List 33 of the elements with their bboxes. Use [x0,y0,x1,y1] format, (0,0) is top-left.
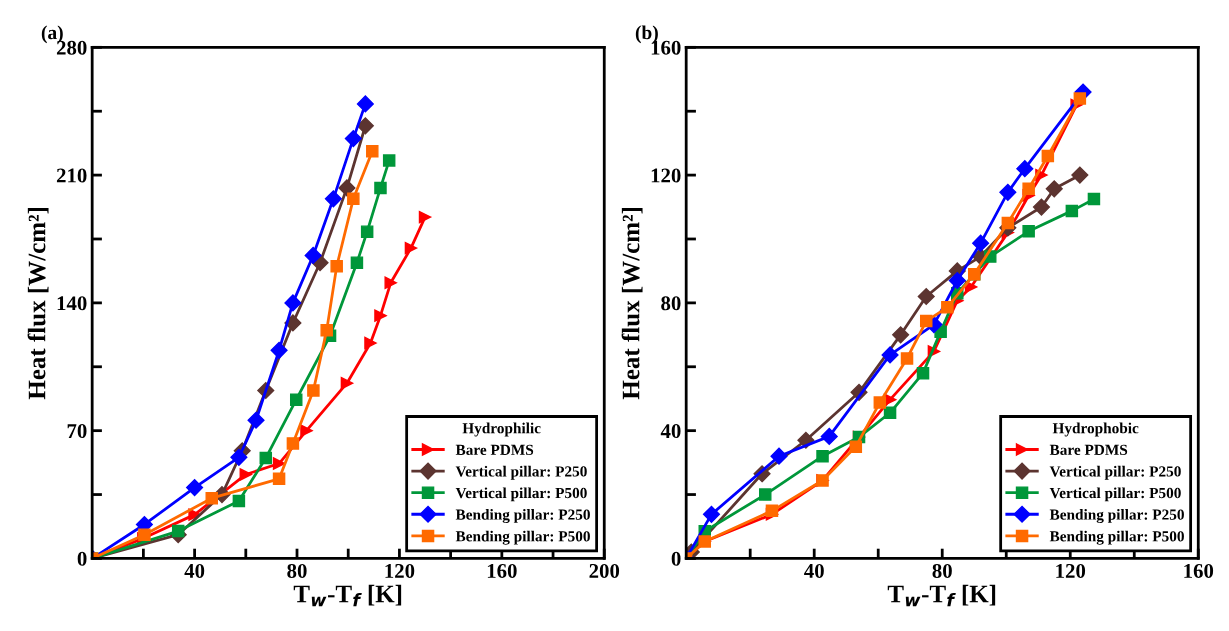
legend-label: Bare PDMS [455,444,534,455]
x-tick-label: 120 [385,563,415,578]
x-axis-title: T$_{w}$-T$_{f}$ [K] [887,584,996,607]
y-tick-label: 80 [661,296,681,311]
legend-label: Bending pillar: P250 [1049,509,1184,523]
y-tick-label: 140 [57,296,87,311]
legend-label: Vertical pillar: P500 [455,487,587,502]
y-tick-label: 0 [671,551,681,566]
legend-label: Bending pillar: P250 [455,509,590,523]
x-tick-label: 40 [804,563,824,578]
legend-label: Vertical pillar: P250 [1049,465,1181,480]
y-tick-label: 70 [67,424,87,439]
x-tick-label: 200 [589,563,620,578]
x-tick-label: 120 [1056,563,1086,578]
legend-label: Bending pillar: P500 [455,530,590,545]
y-tick-label: 0 [77,551,87,566]
y-tick-label: 120 [651,168,681,183]
y-axis-title: Heat flux [W/cm²] [621,207,643,400]
y-axis-title: Heat flux [W/cm²] [27,207,49,400]
y-tick-label: 40 [660,424,681,439]
legend-title: Hydrophilic [462,422,541,437]
x-tick-label: 160 [1184,563,1214,578]
x-tick-label: 80 [287,563,307,578]
x-tick-label: 160 [487,563,517,578]
legend-label: Vertical pillar: P500 [1049,487,1181,502]
y-tick-label: 210 [56,168,87,183]
legend-label: Bare PDMS [1049,444,1128,455]
legend-label: Bending pillar: P500 [1049,530,1184,545]
legend-label: Vertical pillar: P250 [455,465,587,480]
x-tick-label: 80 [932,563,952,578]
x-tick-label: 40 [184,563,205,578]
legend-title: Hydrophobic [1052,422,1139,437]
x-axis-title: T$_{w}$-T$_{f}$ [K] [293,584,402,607]
